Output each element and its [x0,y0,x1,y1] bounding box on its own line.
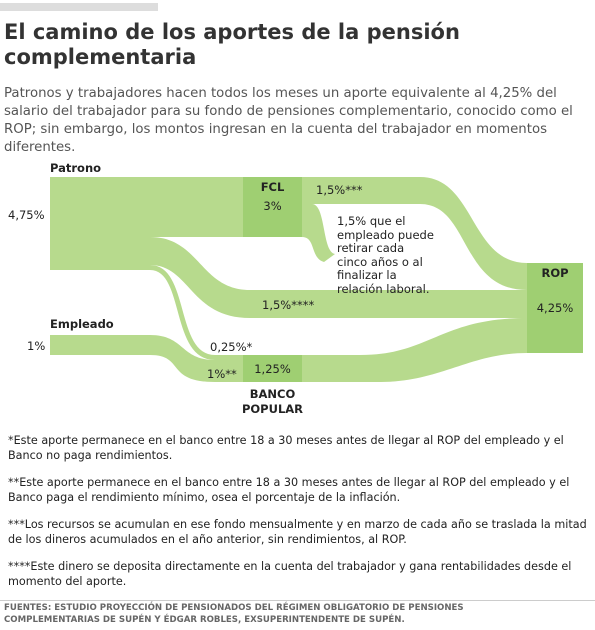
patrono-block [50,177,103,270]
flow [103,265,243,360]
footnote: ****Este dinero se deposita directamente… [8,560,572,588]
node-value: 4,25% [536,301,574,315]
footnote: *Este aporte permanece en el banco entre… [8,434,564,462]
node-value: 4,75% [8,208,45,222]
node-value: 3% [263,199,282,213]
node-label: BANCO POPULAR [241,387,304,416]
flow-label: 0,25%* [210,340,253,354]
flow [103,177,243,237]
flow-label: 1,5%*** [316,183,363,197]
flow [302,318,527,382]
flow [103,335,243,382]
flow [302,177,527,290]
flow-label: 1%** [207,367,237,381]
flow-label: 1,5%**** [262,298,315,312]
fcl-node [243,177,302,237]
banco-node [243,355,302,382]
flow [103,237,527,318]
rop-node [527,263,583,353]
separator [0,600,595,601]
flow [302,204,335,262]
footnote: ***Los recursos se acumulan en ese fondo… [8,518,587,546]
title: El camino de los aportes de la pensión c… [4,20,460,69]
node-label: Patrono [50,161,102,175]
node-value: 1,25% [254,362,291,376]
node-label: FCL [260,180,285,194]
note: 1,5% que el empleado puede retirar cada … [337,214,434,296]
source: FUENTES: ESTUDIO PROYECCIÓN DE PENSIONAD… [4,603,464,625]
footnote: **Este aporte permanece en el banco entr… [8,476,570,504]
subtitle: Patronos y trabajadores hacen todos los … [4,86,573,155]
empleado-block [50,335,103,355]
node-label: ROP [541,266,569,280]
node-value: 1% [27,339,46,353]
node-label: Empleado [50,317,114,331]
top-bar [0,3,158,11]
